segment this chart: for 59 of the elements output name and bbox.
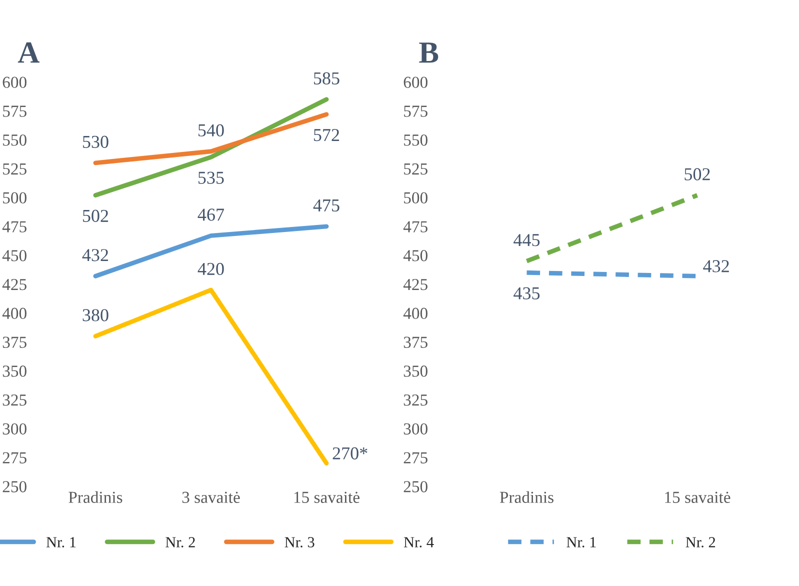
data-label: 467 bbox=[198, 208, 224, 221]
x-tick-label: Pradinis bbox=[68, 491, 122, 503]
y-tick-label: 575 bbox=[404, 106, 428, 117]
y-tick-label: 600 bbox=[2, 76, 26, 88]
y-tick-label: 400 bbox=[403, 308, 428, 320]
legend-label: Nr. 1 bbox=[566, 537, 596, 548]
y-tick-label: 250 bbox=[404, 481, 428, 492]
y-tick-label: 450 bbox=[403, 250, 428, 262]
data-label: 475 bbox=[313, 199, 340, 212]
y-tick-label: 600 bbox=[404, 76, 428, 88]
x-tick-label: 3 savaitė bbox=[182, 492, 240, 503]
data-label: 445 bbox=[514, 234, 540, 246]
y-tick-label: 325 bbox=[404, 394, 428, 406]
data-label: 502 bbox=[684, 168, 710, 180]
data-label: 540 bbox=[198, 124, 224, 136]
x-tick-label: 15 savaitė bbox=[665, 492, 730, 503]
y-tick-label: 400 bbox=[2, 308, 26, 320]
y-tick-label: 375 bbox=[404, 336, 428, 348]
x-tick-label: 15 savaitė bbox=[294, 492, 360, 503]
legend-label: Nr. 2 bbox=[686, 537, 716, 548]
data-label: 530 bbox=[82, 136, 108, 148]
y-tick-label: 550 bbox=[3, 134, 26, 146]
y-tick-label: 375 bbox=[2, 336, 26, 348]
y-tick-label: 275 bbox=[404, 452, 428, 464]
y-tick-label: 475 bbox=[403, 221, 428, 232]
y-tick-label: 525 bbox=[3, 163, 26, 175]
legend-label: Nr. 4 bbox=[404, 537, 434, 548]
data-label: 420 bbox=[198, 262, 224, 276]
data-label: 432 bbox=[82, 249, 108, 262]
data-label: 585 bbox=[314, 72, 340, 84]
y-tick-label: 325 bbox=[2, 394, 26, 406]
data-label: 502 bbox=[82, 210, 108, 222]
y-tick-label: 550 bbox=[404, 134, 428, 146]
y-tick-label: 525 bbox=[404, 163, 428, 175]
y-tick-label: 275 bbox=[2, 452, 26, 464]
data-label: 535 bbox=[198, 172, 224, 184]
y-tick-label: 575 bbox=[3, 106, 26, 117]
y-tick-label: 300 bbox=[404, 423, 428, 435]
y-tick-label: 475 bbox=[2, 221, 26, 232]
y-tick-label: 500 bbox=[3, 192, 26, 204]
y-tick-label: 350 bbox=[2, 366, 26, 377]
data-label: 270* bbox=[332, 447, 368, 460]
y-tick-label: 300 bbox=[2, 423, 26, 435]
y-tick-label: 450 bbox=[2, 250, 26, 262]
data-label: 572 bbox=[314, 128, 340, 142]
chart-title: B bbox=[419, 42, 438, 63]
legend-label: Nr. 1 bbox=[46, 537, 76, 548]
y-tick-label: 500 bbox=[404, 192, 428, 204]
chart-title: A bbox=[18, 42, 40, 63]
data-label: 380 bbox=[82, 309, 108, 322]
y-tick-label: 425 bbox=[2, 278, 26, 290]
legend-label: Nr. 2 bbox=[166, 537, 195, 548]
y-tick-label: 350 bbox=[404, 366, 428, 377]
y-tick-label: 425 bbox=[403, 278, 428, 290]
legend-label: Nr. 3 bbox=[284, 537, 314, 548]
data-label: 435 bbox=[514, 287, 540, 300]
data-label: 432 bbox=[703, 260, 729, 272]
y-tick-label: 250 bbox=[2, 481, 26, 492]
x-tick-label: Pradinis bbox=[500, 491, 554, 503]
